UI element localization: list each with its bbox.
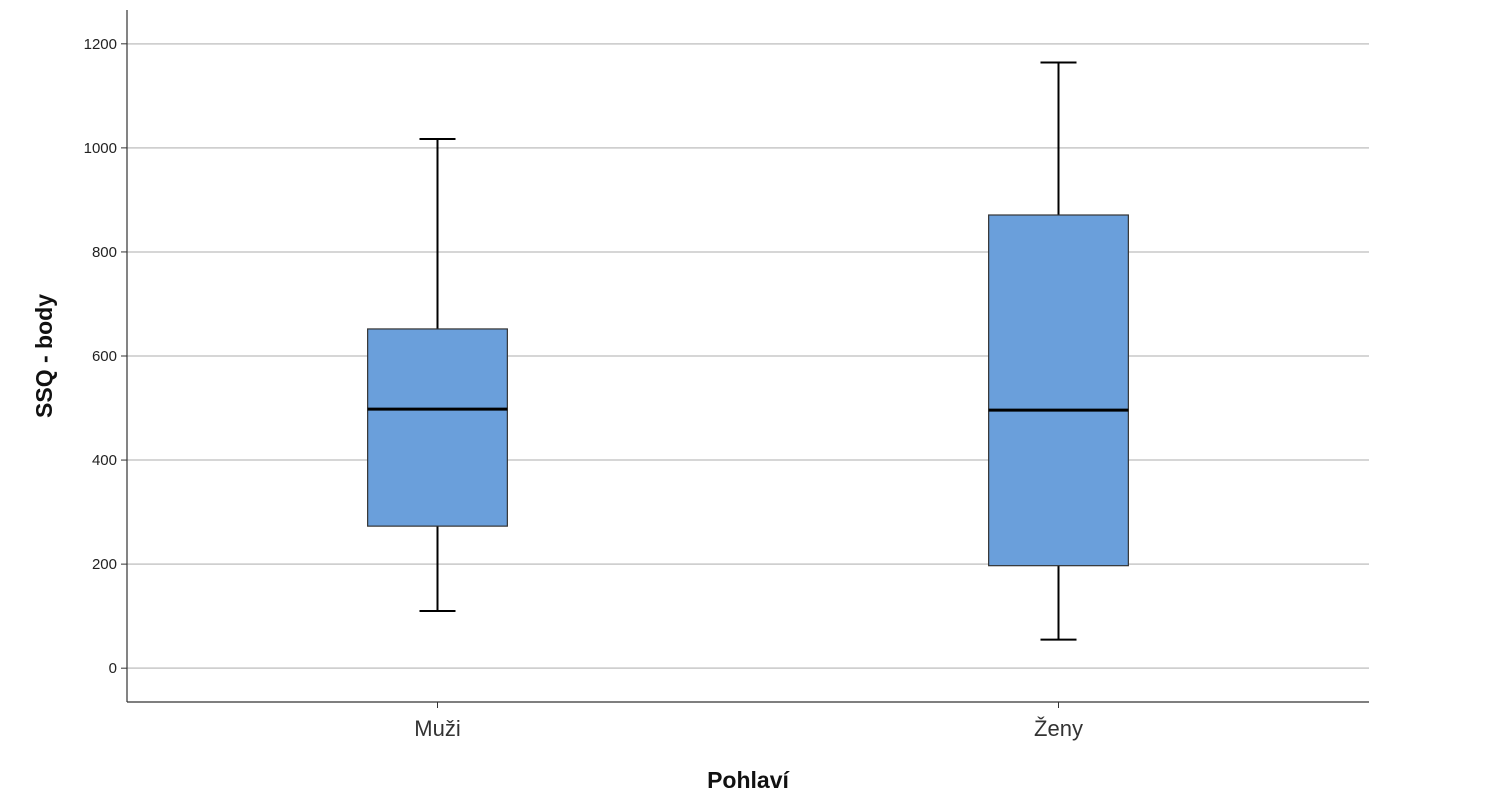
y-axis-ticks: 0 200 400 600 800 1000 1200 bbox=[84, 36, 127, 677]
y-tick-label: 1200 bbox=[84, 36, 117, 53]
box-plot-boxes bbox=[367, 61, 1129, 641]
x-axis-title: Pohlaví bbox=[707, 767, 790, 793]
y-tick-label: 600 bbox=[92, 348, 117, 365]
y-tick-label: 400 bbox=[92, 452, 117, 469]
box-2 bbox=[988, 61, 1129, 641]
y-axis-title: SSQ - body bbox=[31, 294, 57, 418]
y-tick-label: 800 bbox=[92, 244, 117, 261]
y-tick-label: 200 bbox=[92, 556, 117, 573]
box-1 bbox=[367, 138, 508, 612]
grid-lines bbox=[127, 43, 1369, 669]
x-category-label: Muži bbox=[414, 716, 460, 741]
axes bbox=[126, 10, 1369, 703]
iqr-box bbox=[367, 328, 508, 527]
iqr-box bbox=[988, 214, 1129, 567]
y-tick-label: 1000 bbox=[84, 140, 117, 157]
y-tick-label: 0 bbox=[109, 660, 117, 677]
x-axis-categories: Muži Ženy bbox=[414, 702, 1083, 741]
x-category-label: Ženy bbox=[1034, 716, 1083, 741]
